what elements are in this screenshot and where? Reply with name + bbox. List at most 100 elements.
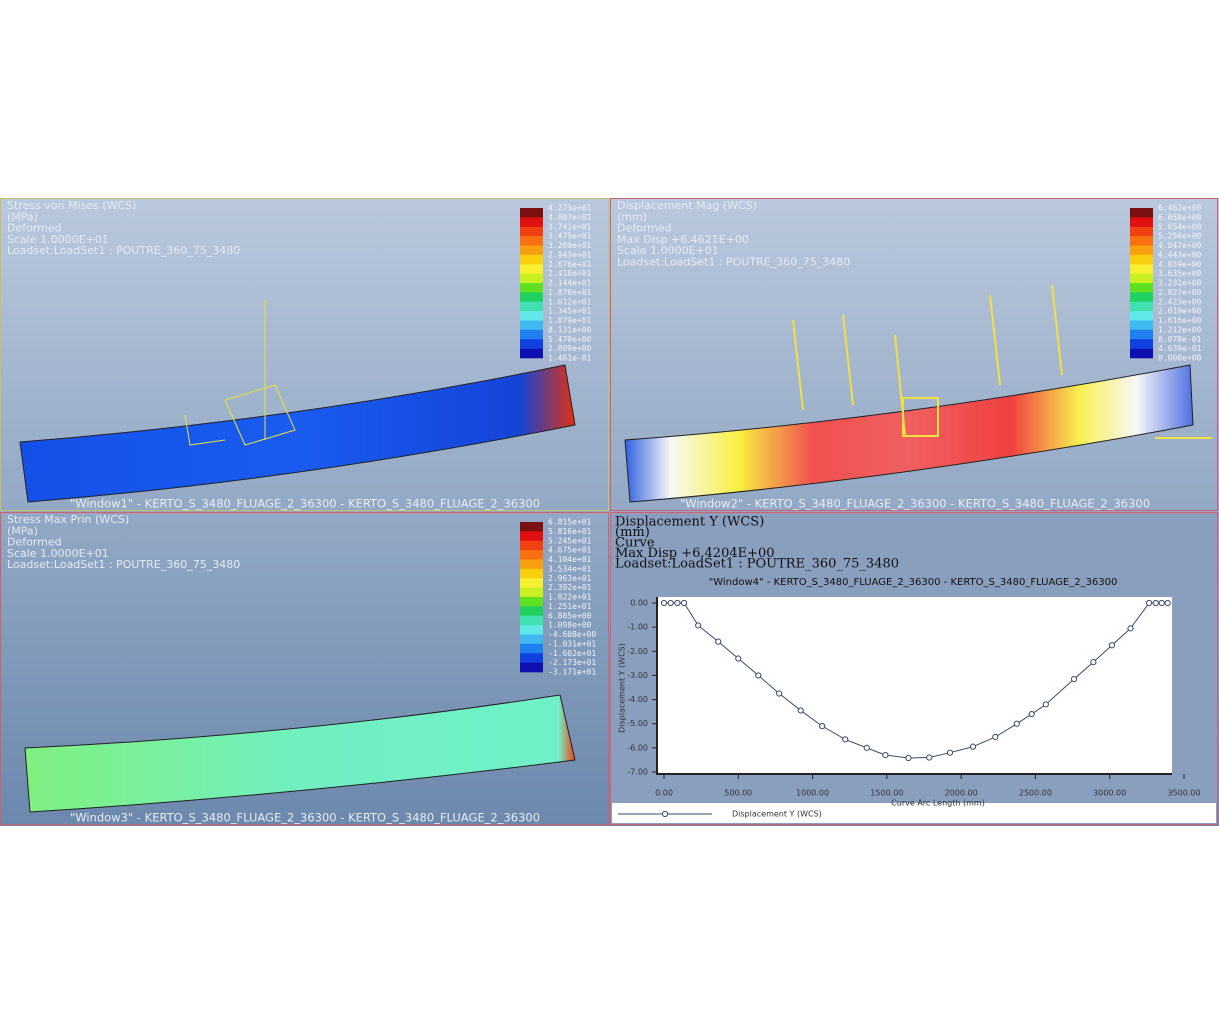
legend-label: 1.212e+00 [1158,325,1202,334]
load-arrows [792,284,1212,439]
y-tick-label: -6.00 [627,743,648,752]
legend-band [520,662,543,673]
legend-label: 5.816e+01 [548,527,592,536]
legend-band [1130,226,1153,237]
legend-label: 3.635e+00 [1158,269,1202,278]
legend-band [1130,236,1153,246]
data-point [946,749,954,756]
data-point [1127,625,1134,632]
legend-label: -2.173e+01 [548,658,596,667]
legend-band [1130,311,1153,321]
y-tick-label: -5.00 [627,719,648,728]
header-line: Loadset:LoadSet1 : POUTRE_360_75_3480 [7,558,240,571]
data-point [1164,599,1171,607]
legend-label: 3.231e+00 [1158,279,1202,288]
legend-label: 2.019e+00 [1158,307,1202,316]
window-footer: "Window1" - KERTO_S_3480_FLUAGE_2_36300 … [70,497,540,511]
header-line: (MPa) [7,210,38,223]
legend-area [612,803,1216,823]
legend-band [520,643,543,654]
header-line: (mm) [615,525,650,540]
legend-label: 1.461e-01 [548,354,592,363]
legend-band [1130,254,1153,265]
legend-band [520,283,543,293]
legend-band [520,531,543,542]
legend-band [1130,264,1153,274]
header-line: Curve [615,536,655,551]
legend-band [520,236,543,246]
legend-label: 5.654e+00 [1158,222,1202,231]
legend-label: 4.443e+00 [1158,250,1202,259]
header-line: Stress Max Prin (WCS) [7,513,129,526]
legend-band [520,339,543,349]
coordinate-system [184,300,296,446]
data-point [863,744,870,751]
legend-band [520,329,543,340]
x-tick-label: 1500.00 [870,789,903,798]
legend-label: 1.878e+01 [548,288,592,297]
legend-label: -1.602e+01 [548,649,596,658]
x-tick-label: 500.00 [724,789,752,798]
legend-label: 4.675e+01 [548,546,592,555]
header-line: (mm) [617,210,647,223]
x-tick-label: 3500.00 [1167,789,1200,798]
legend-band [520,264,543,274]
header-line: Deformed [7,536,62,549]
legend-band [520,292,543,303]
beam-model [24,694,576,813]
data-point [819,723,826,730]
legend-band [520,550,543,560]
data-point [1028,710,1035,718]
legend-label: 1.098e+00 [548,621,592,630]
x-axis-label: Curve Arc Length (mm) [891,799,985,808]
data-point [1108,642,1116,649]
legend-band [1130,283,1153,293]
legend-label: 4.039e-01 [1158,344,1202,353]
legend-label: 2.943e+01 [548,250,592,259]
legend-band [1130,217,1153,228]
legend-band [520,217,543,228]
header-line: Loadset:LoadSet1 : POUTRE_360_75_3480 [7,244,240,257]
data-point [1145,599,1153,607]
y-tick-label: -4.00 [627,695,648,704]
legend-band [1130,339,1153,349]
header-line: Max Disp +6.4204E+00 [615,546,775,561]
legend-band [1130,245,1153,256]
legend-band [520,540,543,551]
header-line: Displacement Mag (WCS) [617,199,757,212]
legend-band [520,559,543,570]
legend-band [520,320,543,331]
legend-label: 3.475e+01 [548,232,592,241]
y-tick-label: 0.00 [630,599,648,608]
header-line: Loadset:LoadSet1 : POUTRE_360_75_3480 [615,557,899,572]
legend-band [520,597,543,607]
legend-label: 2.827e+00 [1158,288,1202,297]
beam-model [624,364,1194,503]
legend-label: 6.815e+01 [548,518,592,527]
header-line: Stress von Mises (WCS) [7,199,136,212]
legend-label: 4.104e+01 [548,555,592,564]
data-point [926,754,933,761]
legend-band [520,653,543,663]
legend-label: -4.608e+00 [548,630,596,639]
legend-label: 3.209e+01 [548,241,592,250]
x-tick-label: 2000.00 [945,789,978,798]
legend-label: 1.251e+01 [548,602,592,611]
legend-label: Displacement Y (WCS) [732,810,822,819]
data-point [905,754,912,762]
legend-label: 1.616e+00 [1158,316,1202,325]
header-line: Deformed [7,222,62,235]
legend-marker [661,810,669,818]
window-footer: "Window3" - KERTO_S_3480_FLUAGE_2_36300 … [70,811,540,825]
window-border [0,512,609,825]
x-tick-label: 3000.00 [1093,789,1126,798]
legend-band [520,615,543,626]
y-axis-label: Displacement Y (WCS) [618,643,627,733]
data-point [695,622,702,629]
legend-band [520,273,543,284]
legend-band [520,245,543,256]
legend-label: 1.345e+01 [548,307,592,316]
legend-label: 2.410e+01 [548,269,592,278]
legend-label: 5.245e+01 [548,536,592,545]
legend-band [520,606,543,617]
